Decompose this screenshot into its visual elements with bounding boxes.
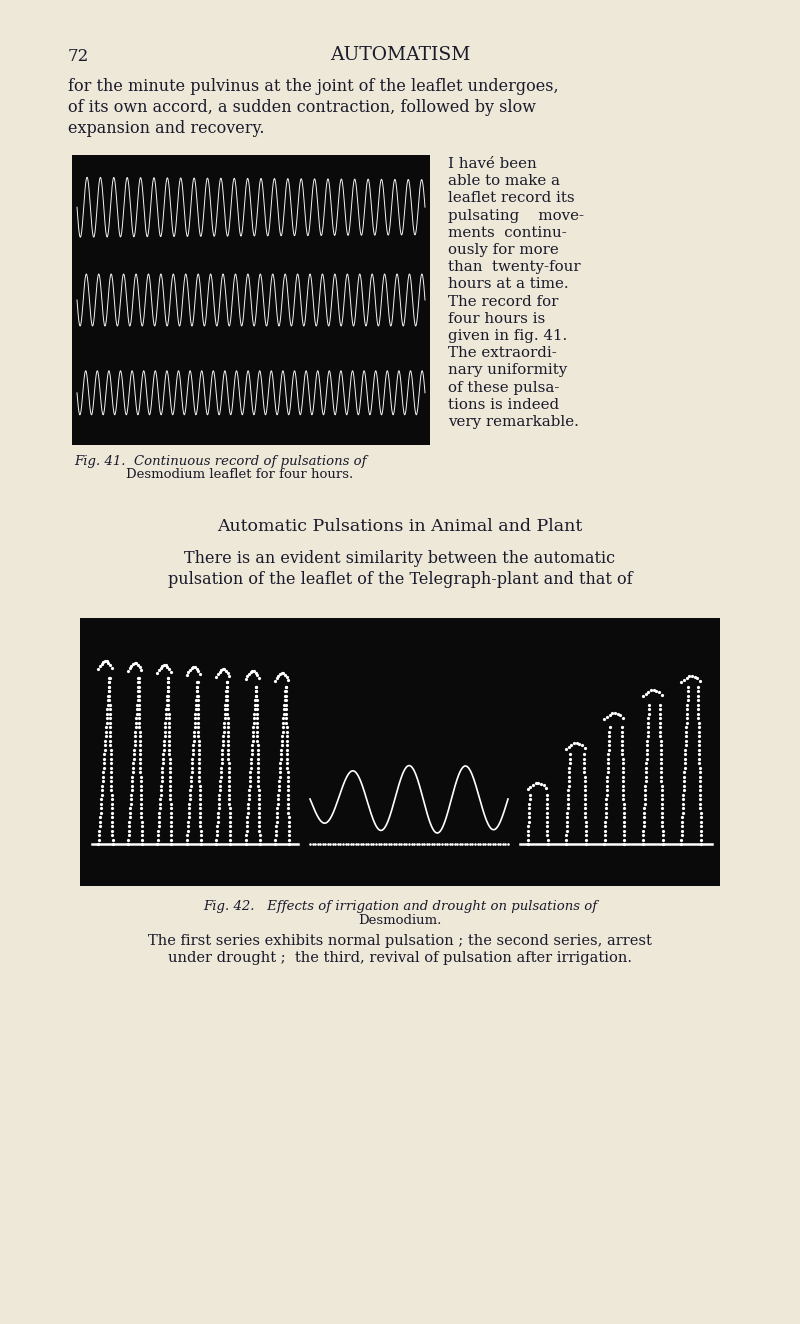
Text: nary uniformity: nary uniformity — [448, 363, 567, 377]
Text: given in fig. 41.: given in fig. 41. — [448, 328, 567, 343]
Text: under drought ;  the third, revival of pulsation after irrigation.: under drought ; the third, revival of pu… — [168, 951, 632, 965]
Text: Fig. 42.   Effects of irrigation and drought on pulsations of: Fig. 42. Effects of irrigation and droug… — [203, 900, 597, 914]
Text: I havé been: I havé been — [448, 158, 537, 171]
Text: Desmodium leaflet for four hours.: Desmodium leaflet for four hours. — [126, 467, 354, 481]
Text: 72: 72 — [68, 48, 90, 65]
Text: able to make a: able to make a — [448, 175, 560, 188]
Text: hours at a time.: hours at a time. — [448, 278, 569, 291]
Bar — [72, 155, 430, 445]
Text: very remarkable.: very remarkable. — [448, 414, 579, 429]
Text: leaflet record its: leaflet record its — [448, 192, 574, 205]
Text: There is an evident similarity between the automatic: There is an evident similarity between t… — [185, 549, 615, 567]
Text: Automatic Pulsations in Animal and Plant: Automatic Pulsations in Animal and Plant — [218, 518, 582, 535]
Text: for the minute pulvinus at the joint of the leaflet undergoes,: for the minute pulvinus at the joint of … — [68, 78, 558, 95]
Text: tions is indeed: tions is indeed — [448, 397, 559, 412]
Text: than  twenty-four: than twenty-four — [448, 261, 581, 274]
Text: AUTOMATISM: AUTOMATISM — [330, 46, 470, 64]
Text: expansion and recovery.: expansion and recovery. — [68, 120, 265, 136]
Text: four hours is: four hours is — [448, 311, 546, 326]
Text: Fig. 41.  Continuous record of pulsations of: Fig. 41. Continuous record of pulsations… — [74, 455, 366, 467]
Text: pulsation of the leaflet of the Telegraph-plant and that of: pulsation of the leaflet of the Telegrap… — [168, 571, 632, 588]
Bar — [80, 618, 720, 886]
Text: The record for: The record for — [448, 295, 558, 308]
Text: Desmodium.: Desmodium. — [358, 914, 442, 927]
Text: ously for more: ously for more — [448, 244, 558, 257]
Text: pulsating    move-: pulsating move- — [448, 209, 584, 222]
Text: ments  continu-: ments continu- — [448, 226, 566, 240]
Text: of these pulsa-: of these pulsa- — [448, 380, 559, 395]
Text: The first series exhibits normal pulsation ; the second series, arrest: The first series exhibits normal pulsati… — [148, 933, 652, 948]
Text: of its own accord, a sudden contraction, followed by slow: of its own accord, a sudden contraction,… — [68, 99, 536, 117]
Text: The extraordi-: The extraordi- — [448, 346, 557, 360]
